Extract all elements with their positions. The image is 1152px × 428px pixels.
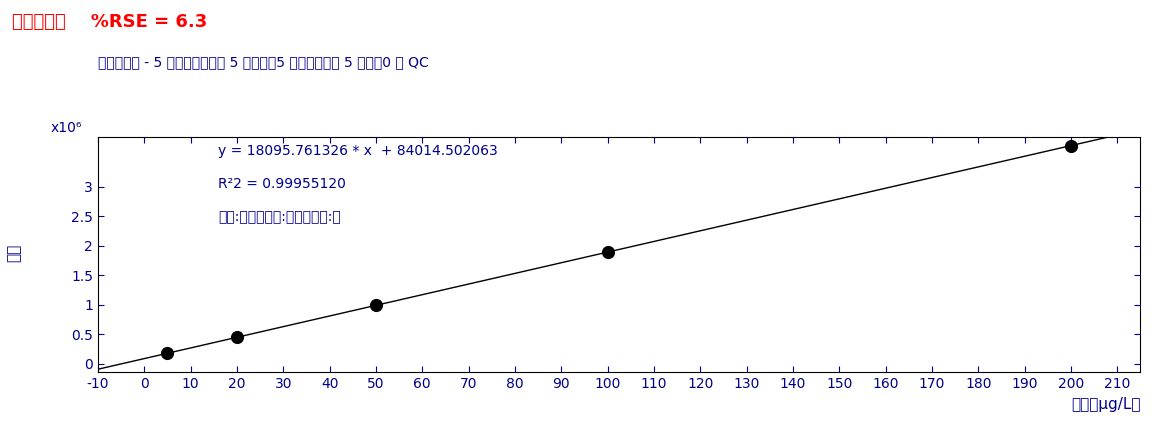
Text: R²2 = 0.99955120: R²2 = 0.99955120 <box>218 177 346 191</box>
Text: 六氯丁二烯 - 5 个级别，使用了 5 个级别，5 个点，使用了 5 个点，0 个 QC: 六氯丁二烯 - 5 个级别，使用了 5 个级别，5 个点，使用了 5 个点，0 … <box>98 56 429 70</box>
Point <box>228 334 247 341</box>
Text: 响度: 响度 <box>6 244 22 262</box>
Point <box>158 350 176 357</box>
Point <box>598 249 616 256</box>
Point <box>366 302 385 309</box>
Text: y = 18095.761326 * x  + 84014.502063: y = 18095.761326 * x + 84014.502063 <box>218 144 498 158</box>
Text: 类型:线性，原点:忽略，权重:无: 类型:线性，原点:忽略，权重:无 <box>218 210 341 224</box>
Text: x10⁶: x10⁶ <box>51 121 82 135</box>
X-axis label: 浓度（μg/L）: 浓度（μg/L） <box>1071 397 1140 412</box>
Point <box>1062 142 1081 149</box>
Text: 六氯丁二烯    %RSE = 6.3: 六氯丁二烯 %RSE = 6.3 <box>12 13 206 31</box>
